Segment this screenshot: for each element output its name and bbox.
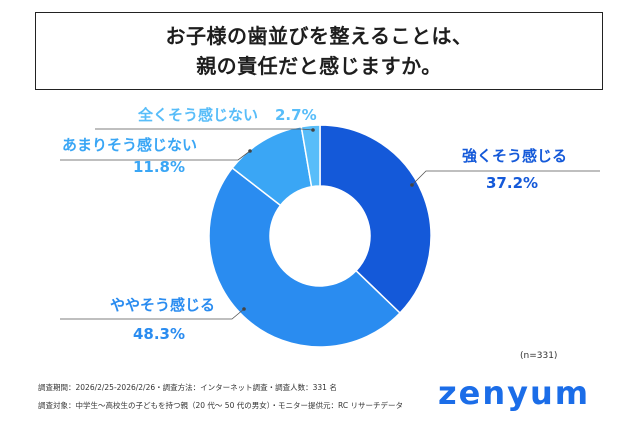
value-label-1: 37.2% xyxy=(486,174,538,192)
leader-dot-3 xyxy=(248,149,252,153)
donut-slice-4 xyxy=(300,124,321,188)
title-box: お子様の歯並びを整えることは、 親の責任だと感じますか。 xyxy=(35,12,603,90)
leader-line-3 xyxy=(60,150,251,161)
survey-info-line-1: 調査期間：2026/2/25-2026/2/26・調査方法：インターネット調査・… xyxy=(38,383,337,392)
donut-slice-2 xyxy=(208,166,402,348)
leader-dot-1 xyxy=(410,183,414,187)
donut-slice-1 xyxy=(319,124,432,315)
leader-dot-2 xyxy=(242,307,246,311)
title-line-1: お子様の歯並びを整えることは、 xyxy=(165,24,473,48)
category-label-1: 強くそう感じる xyxy=(462,147,567,165)
survey-info-line-2: 調査対象：中学生～高校生の子どもを持つ親（20 代～ 50 代の男女）・モニター… xyxy=(38,401,403,410)
leader-line-1 xyxy=(411,170,600,186)
category-label-3: あまりそう感じない xyxy=(62,136,197,154)
leader-dot-4 xyxy=(311,128,315,132)
zenyum-logo: zenyum xyxy=(438,374,590,412)
leader-line-4 xyxy=(95,128,314,131)
value-label-3: 11.8% xyxy=(133,158,185,176)
zenyum-logo-text: zenyum xyxy=(438,374,590,412)
value-label-4: 2.7% xyxy=(275,106,317,124)
sample-size-note: (n=331) xyxy=(520,351,558,361)
category-label-2: ややそう感じる xyxy=(110,296,215,314)
value-label-2: 48.3% xyxy=(133,325,185,343)
title-line-2: 親の責任だと感じますか。 xyxy=(196,54,442,78)
category-label-4: 全くそう感じない xyxy=(137,106,258,124)
leader-line-2 xyxy=(60,308,245,320)
